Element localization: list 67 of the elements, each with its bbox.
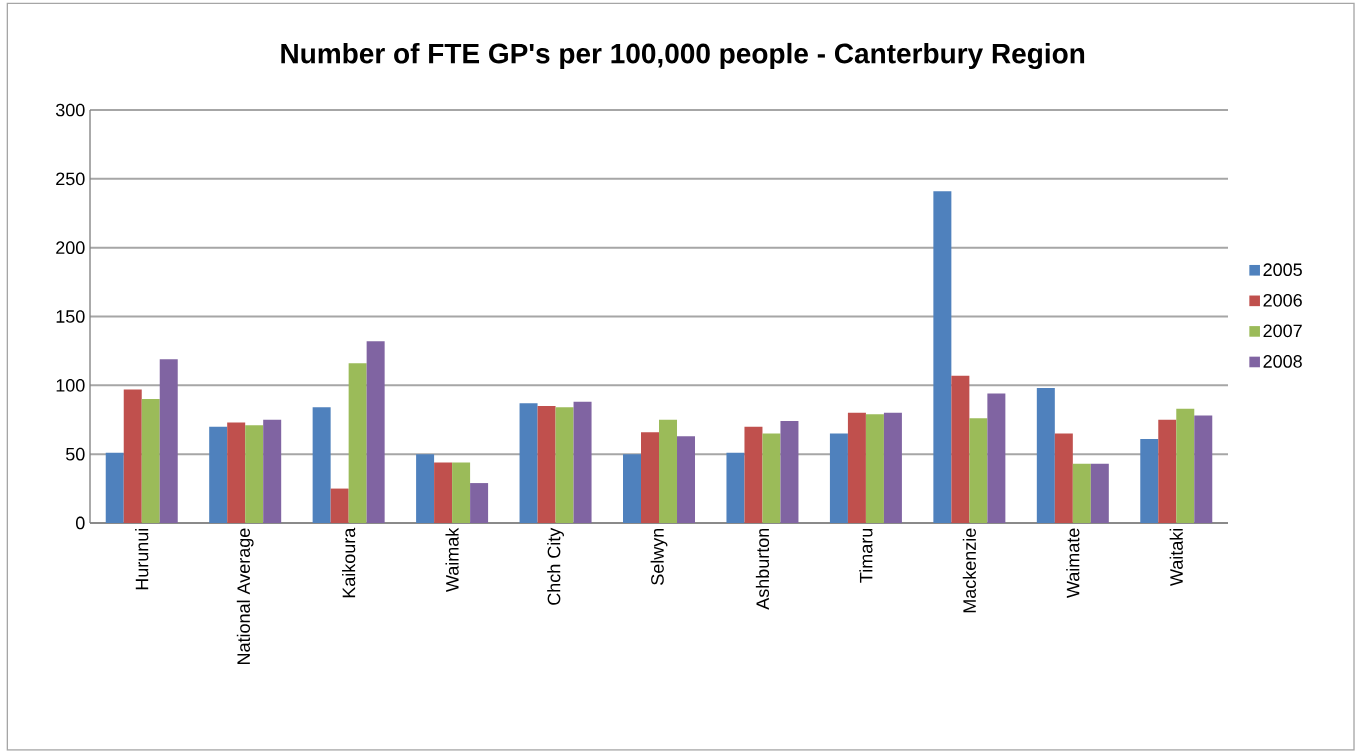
y-tick-label: 300	[55, 103, 85, 117]
legend-label: 2008	[1263, 355, 1302, 368]
bar	[969, 418, 988, 524]
x-tick-label: Mackenzie	[962, 528, 976, 613]
bar	[933, 191, 952, 524]
chart-title: Number of FTE GP's per 100,000 people - Canterbury Region	[281, 43, 1085, 70]
x-tick-label: Waimak	[445, 527, 459, 593]
bar	[1140, 439, 1159, 524]
bar	[641, 432, 660, 524]
x-tick-label: Ashburton	[755, 529, 770, 610]
bar	[366, 341, 385, 524]
bar	[744, 426, 763, 524]
legend-label: 2007	[1263, 324, 1302, 338]
bar	[105, 452, 124, 524]
x-tick-label: Timaru	[859, 529, 873, 583]
x-tick-label: National Average	[236, 528, 254, 665]
bar	[470, 483, 489, 524]
bar	[1036, 388, 1055, 524]
x-tick-label: Chch City	[547, 527, 564, 605]
bar	[883, 413, 902, 524]
x-tick-label: Hurunui	[135, 529, 149, 590]
bar	[312, 407, 331, 524]
x-tick-label: Selwyn	[650, 529, 668, 586]
bar	[537, 406, 556, 524]
bar	[159, 359, 178, 524]
bar	[987, 393, 1006, 524]
y-tick-label: 0	[76, 516, 85, 530]
bar	[348, 363, 367, 524]
y-tick-label: 100	[56, 379, 85, 392]
bar	[227, 422, 246, 524]
bar	[1158, 419, 1177, 524]
bar	[263, 419, 282, 524]
y-tick-label: 250	[56, 172, 85, 186]
bar	[1176, 408, 1195, 524]
bar	[123, 389, 142, 524]
legend-label: 2006	[1263, 294, 1302, 307]
y-tick-label: 50	[65, 447, 85, 461]
bar	[1054, 433, 1073, 524]
bar	[555, 407, 574, 524]
y-tick-label: 200	[56, 241, 85, 255]
x-tick-label: Waitaki	[1169, 529, 1183, 587]
bar	[865, 414, 884, 524]
bar	[762, 433, 781, 524]
bar	[726, 452, 745, 524]
bar	[209, 426, 228, 524]
bar	[659, 419, 678, 524]
y-tick-label: 150	[56, 310, 85, 324]
legend-label: 2005	[1263, 263, 1302, 277]
bar	[573, 402, 592, 524]
bar	[245, 425, 264, 524]
x-tick-label: Waimate	[1066, 528, 1080, 599]
bar	[829, 433, 848, 524]
bar	[434, 462, 453, 524]
bar	[780, 421, 799, 524]
x-tick-label: Kaikoura	[342, 527, 356, 598]
bar	[623, 454, 641, 524]
bar	[1090, 463, 1109, 524]
bar	[519, 403, 538, 524]
bar	[1194, 415, 1213, 524]
bar	[677, 436, 696, 524]
bar	[1072, 463, 1091, 524]
bar	[141, 399, 160, 524]
bar	[452, 462, 471, 524]
bar	[951, 375, 970, 524]
bar	[330, 488, 349, 524]
bar	[416, 454, 435, 524]
bar	[847, 413, 866, 524]
